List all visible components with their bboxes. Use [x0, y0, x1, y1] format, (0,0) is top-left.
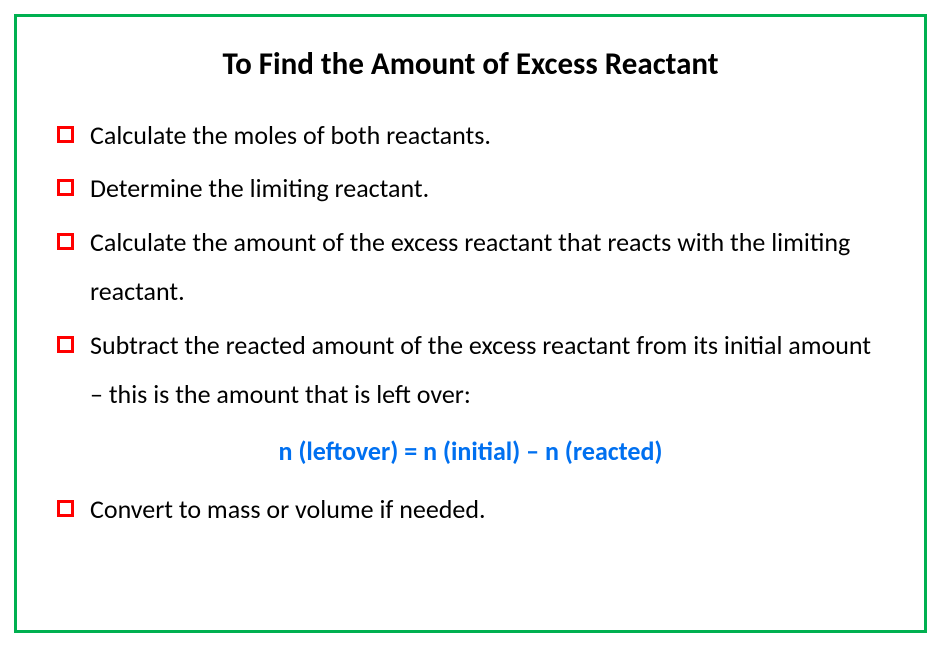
steps-list-continued: Convert to mass or volume if needed. — [57, 485, 884, 534]
checkbox-icon — [57, 336, 74, 353]
checkbox-icon — [57, 500, 74, 517]
list-item: Subtract the reacted amount of the exces… — [57, 321, 884, 420]
list-item: Calculate the moles of both reactants. — [57, 111, 884, 160]
content-box: To Find the Amount of Excess Reactant Ca… — [14, 14, 927, 633]
checkbox-icon — [57, 126, 74, 143]
formula-text: n (leftover) = n (initial) – n (reacted) — [57, 427, 884, 476]
page-title: To Find the Amount of Excess Reactant — [57, 45, 884, 83]
list-item: Convert to mass or volume if needed. — [57, 485, 884, 534]
list-item-text: Determine the limiting reactant. — [90, 164, 884, 213]
steps-list: Calculate the moles of both reactants. D… — [57, 111, 884, 419]
checkbox-icon — [57, 233, 74, 250]
list-item-text: Subtract the reacted amount of the exces… — [90, 321, 884, 420]
list-item-text: Calculate the moles of both reactants. — [90, 111, 884, 160]
list-item-text: Convert to mass or volume if needed. — [90, 485, 884, 534]
checkbox-icon — [57, 179, 74, 196]
list-item: Calculate the amount of the excess react… — [57, 218, 884, 317]
list-item-text: Calculate the amount of the excess react… — [90, 218, 884, 317]
list-item: Determine the limiting reactant. — [57, 164, 884, 213]
